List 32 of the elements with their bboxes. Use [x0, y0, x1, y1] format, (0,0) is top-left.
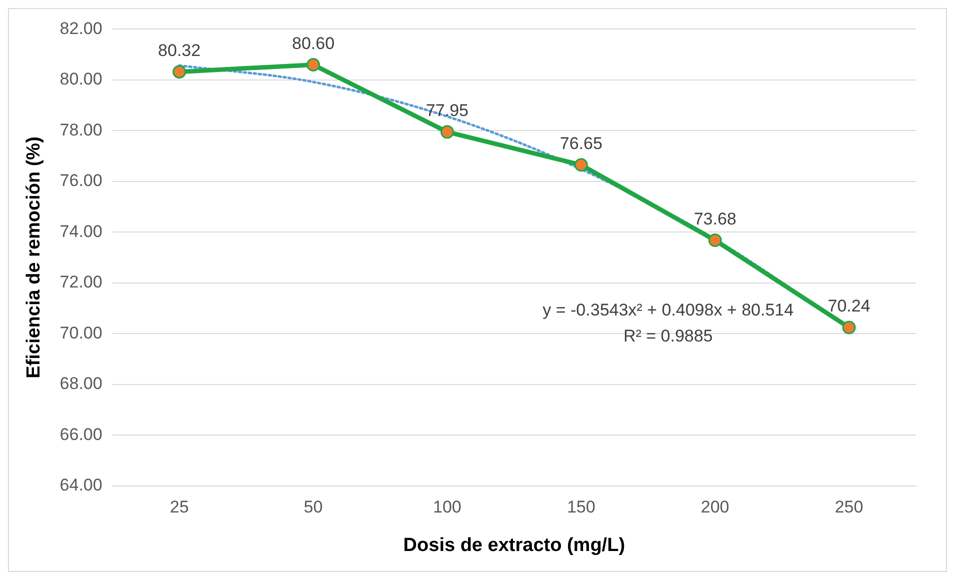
- y-axis-title: Eficiencia de remoción (%): [24, 136, 45, 378]
- data-label: 77.95: [426, 101, 468, 120]
- point: [172, 65, 186, 79]
- data-label: 80.32: [158, 41, 201, 60]
- x-tick-label: 150: [566, 498, 596, 517]
- y-tick-label: 64.00: [60, 475, 102, 494]
- data-label: 70.24: [828, 296, 870, 316]
- point: [708, 234, 722, 247]
- y-tick-label: 68.00: [60, 374, 102, 394]
- point: [842, 320, 856, 334]
- y-tick-label: 70.00: [60, 323, 102, 342]
- annotation: y = -0.3543x² + 0.4098x + 80.514: [542, 300, 794, 320]
- data-label: 76.65: [560, 134, 602, 154]
- x-tick-label: 50: [304, 498, 323, 517]
- x-tick-label: 100: [433, 498, 462, 517]
- point: [440, 125, 454, 139]
- y-tick-label: 82.00: [60, 18, 102, 38]
- data-label: 80.60: [292, 34, 335, 53]
- y-tick-label: 76.00: [60, 171, 102, 190]
- x-tick-label: 25: [170, 498, 189, 517]
- y-tick-label: 74.00: [60, 222, 102, 241]
- x-axis-title: Dosis de extracto (mg/L): [403, 534, 626, 556]
- y-tick-label: 72.00: [60, 272, 102, 292]
- x-tick-label: 250: [834, 498, 864, 517]
- annotation: R² = 0.9885: [623, 326, 713, 346]
- x-tick-label: 200: [700, 498, 730, 517]
- point: [574, 158, 588, 172]
- y-tick-label: 78.00: [60, 120, 102, 140]
- y-tick-label: 66.00: [60, 424, 102, 444]
- data-label: 73.68: [694, 209, 736, 228]
- y-tick-label: 80.00: [60, 70, 102, 89]
- point: [306, 58, 320, 72]
